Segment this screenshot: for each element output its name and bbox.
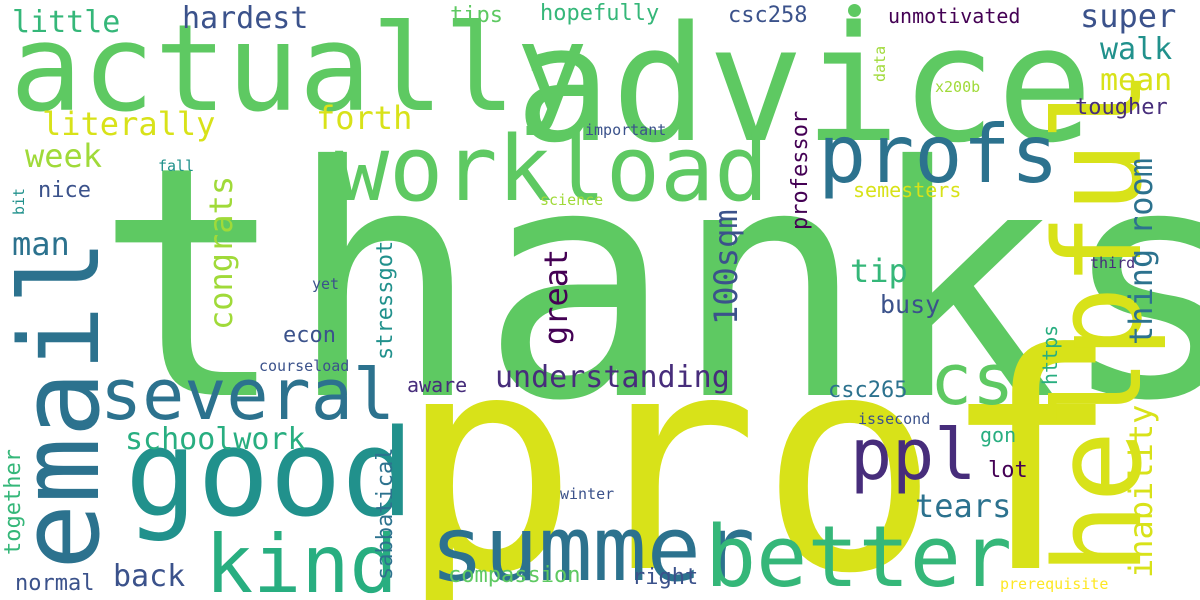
word-ppl: ppl [850, 414, 977, 496]
word-man: man [12, 225, 70, 263]
word-good: good [125, 405, 414, 544]
word-stressgot: stressgot [373, 240, 398, 360]
word-courseload: courseload [259, 357, 350, 375]
word-better: better [705, 508, 1013, 600]
word-understanding: understanding [495, 360, 730, 395]
word-together: together [1, 449, 26, 555]
word-prerequisite: prerequisite [1000, 575, 1109, 593]
word-tip: tip [850, 252, 908, 290]
word-tougher: tougher [1075, 95, 1168, 120]
word-little: little [12, 5, 121, 40]
word-profs: profs [818, 108, 1059, 201]
word-kind: kind [205, 518, 398, 600]
word-econ: econ [283, 323, 336, 348]
word-tips: tips [450, 3, 503, 28]
word-summer: summer [430, 497, 756, 600]
word-workload: workload [335, 117, 769, 222]
word-several: several [100, 354, 396, 436]
word-right: right [632, 565, 699, 590]
word-aware: aware [407, 373, 468, 397]
word-advice: advice [515, 0, 1093, 178]
word-literally: literally [42, 105, 216, 143]
word-hopefully: hopefully [540, 1, 660, 26]
word-third: third [1090, 254, 1136, 272]
word-mean: mean [1100, 63, 1173, 98]
word-winter: winter [560, 485, 615, 503]
decorative-dot [848, 4, 861, 17]
word-walk: walk [1100, 32, 1173, 67]
word-issecond: issecond [858, 410, 931, 428]
word-forth: forth [316, 99, 413, 137]
word-nice: nice [38, 178, 91, 203]
word-cs: cs [930, 339, 1015, 421]
word-fall: fall [158, 157, 195, 175]
word-professor: professor [788, 110, 813, 230]
word-compassion: compassion [448, 563, 581, 588]
word-tears: tears [915, 487, 1012, 525]
word-schoolwork: schoolwork [125, 422, 306, 457]
word-thanks: thanks [95, 99, 1200, 471]
word-https: https [1038, 324, 1062, 385]
word-csc265: csc265 [828, 378, 908, 403]
word-gon: gon [980, 423, 1017, 447]
word-great: great [537, 248, 575, 345]
word-hardest: hardest [182, 1, 309, 36]
word-super: super [1080, 0, 1177, 35]
word-busy: busy [880, 290, 941, 319]
word-100sqm: 100sqm [707, 209, 745, 325]
word-unmotivated: unmotivated [888, 4, 1021, 28]
word-congrats: congrats [202, 175, 240, 330]
word-csc258: csc258 [728, 3, 808, 28]
word-actually: actually [10, 0, 588, 139]
word-back: back [113, 559, 186, 594]
word-room: room [1122, 157, 1160, 235]
word-science: science [540, 191, 604, 209]
word-inability: inability [1122, 404, 1160, 578]
word-data: data [871, 45, 889, 82]
word-normal: normal [15, 571, 95, 596]
word-bit: bit [10, 187, 28, 215]
word-lot: lot [988, 458, 1028, 483]
word-semesters: semesters [853, 178, 962, 202]
word-prof: prof [398, 290, 1121, 600]
word-yet: yet [312, 275, 340, 293]
word-week: week [25, 137, 103, 175]
word-important: important [585, 121, 667, 139]
word-sabbatical: sabbatical [373, 447, 398, 580]
word-x200b: x200b [935, 78, 981, 96]
